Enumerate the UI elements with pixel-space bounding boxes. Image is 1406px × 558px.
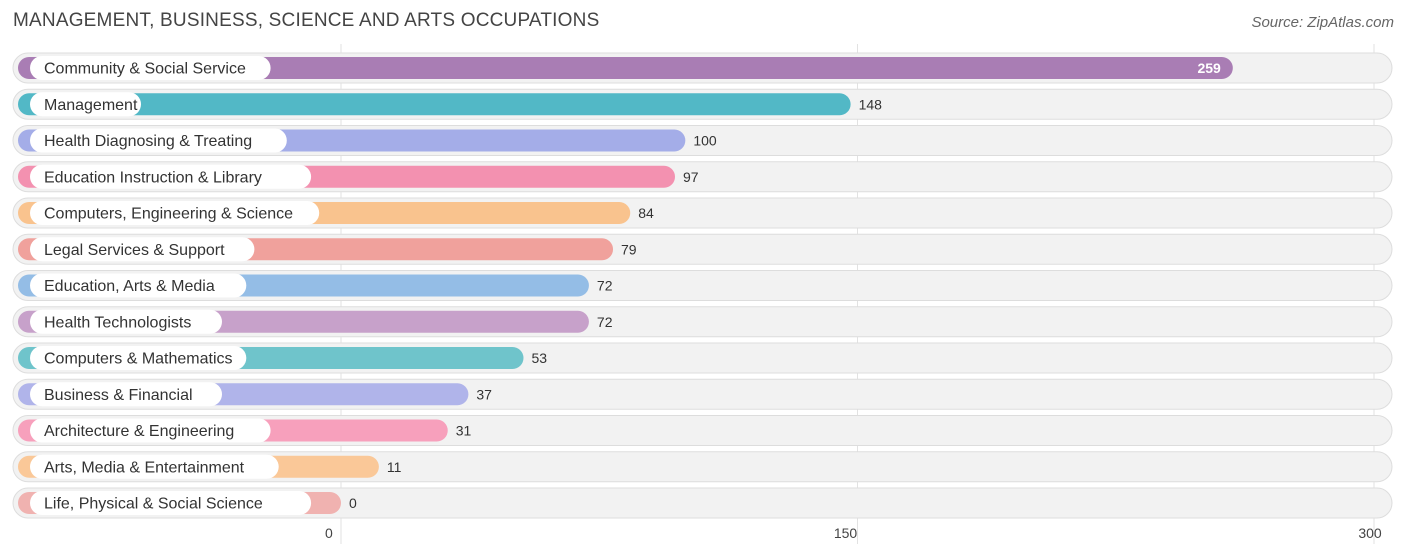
value-label: 53 — [531, 350, 547, 366]
chart-source: Source: ZipAtlas.com — [1251, 14, 1394, 31]
value-label: 100 — [693, 133, 717, 149]
bar-row: Computers & Mathematics 53 — [12, 342, 1393, 374]
bar-rows: Community & Social Service 259 Management 1… — [12, 52, 1393, 519]
bar-label: Legal Services & Support — [44, 242, 225, 259]
bar-label-pill — [30, 237, 255, 262]
bar-row: Life, Physical & Social Science 0 — [12, 487, 1393, 519]
bar-row: Architecture & Engineering 31 — [12, 415, 1393, 446]
value-label: 37 — [476, 386, 492, 402]
value-label: 84 — [638, 205, 654, 221]
bar-track — [12, 487, 1393, 519]
bar-label: Architecture & Engineering — [44, 423, 234, 440]
value-label: 0 — [349, 495, 357, 511]
bar — [18, 57, 1233, 79]
bar-label-pill — [30, 56, 271, 80]
bar-label: Computers & Mathematics — [44, 351, 233, 368]
value-label: 79 — [621, 241, 637, 257]
bar-row: Management 148 — [12, 88, 1393, 120]
bar-row: Education Instruction & Library 97 — [12, 161, 1393, 193]
bar-label: Health Diagnosing & Treating — [44, 133, 252, 150]
bar-label-pill — [30, 201, 320, 225]
bar-label-pill — [30, 128, 287, 153]
bar-label: Business & Financial — [44, 387, 193, 404]
bar-label: Life, Physical & Social Science — [44, 496, 263, 513]
value-label: 31 — [456, 423, 472, 439]
bar-label-pill — [30, 92, 141, 117]
value-label: 11 — [387, 459, 402, 475]
bar-label-pill — [30, 418, 271, 443]
x-tick-label: 0 — [325, 525, 333, 541]
value-label: 259 — [1197, 60, 1221, 76]
bar-label-pill — [30, 346, 247, 370]
bar-row: Legal Services & Support 79 — [12, 233, 1393, 265]
bar-label: Education, Arts & Media — [44, 278, 215, 295]
bar-label-pill — [30, 454, 279, 479]
bar-label-pill — [30, 382, 222, 407]
bar-label: Education Instruction & Library — [44, 169, 262, 186]
bar-label: Arts, Media & Entertainment — [44, 459, 245, 476]
value-label: 97 — [683, 169, 699, 185]
x-tick-label: 150 — [834, 525, 858, 541]
bar-label-pill — [30, 491, 312, 515]
bar-row: Computers, Engineering & Science 84 — [12, 197, 1393, 229]
bar-row: Health Technologists 72 — [12, 306, 1393, 338]
bar-row: Education, Arts & Media 72 — [12, 270, 1393, 301]
x-tick-label: 300 — [1358, 525, 1382, 541]
bar-row: Arts, Media & Entertainment 11 — [12, 451, 1393, 483]
value-label: 72 — [597, 314, 613, 330]
bar-row: Community & Social Service 259 — [12, 52, 1393, 84]
bar-label-pill — [30, 309, 222, 334]
bar-label: Management — [44, 97, 138, 114]
bar-label: Computers, Engineering & Science — [44, 206, 293, 223]
value-label: 72 — [597, 278, 613, 294]
chart-title: MANAGEMENT, BUSINESS, SCIENCE AND ARTS O… — [13, 10, 600, 31]
bar-row: Health Diagnosing & Treating 100 — [12, 125, 1393, 156]
bar-label-pill — [30, 273, 247, 298]
bar-label: Community & Social Service — [44, 61, 246, 78]
x-axis-ticks: 0 150 300 — [325, 525, 1382, 541]
bar-label-pill — [30, 164, 312, 189]
bar-row: Business & Financial 37 — [12, 378, 1393, 410]
bar — [18, 93, 851, 116]
bar-label: Health Technologists — [44, 314, 191, 331]
value-label: 148 — [859, 96, 883, 112]
